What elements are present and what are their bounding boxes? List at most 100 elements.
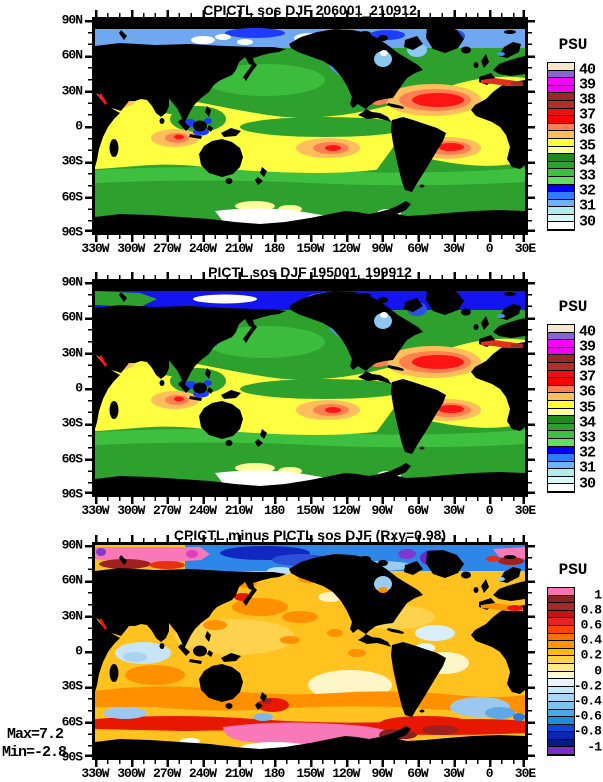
colorbar-tick-label: 36 bbox=[578, 121, 596, 139]
colorbar-box bbox=[548, 100, 574, 109]
x-tick-label: 30E bbox=[514, 503, 536, 518]
colorbar-box bbox=[548, 747, 574, 756]
colorbar-tick-label: 34 bbox=[578, 414, 596, 432]
x-tick-label: 0 bbox=[485, 241, 494, 256]
colorbar-box bbox=[548, 625, 574, 634]
colorbar-box bbox=[548, 633, 574, 642]
colorbar-box bbox=[548, 161, 574, 170]
colorbar-tick-label: 33 bbox=[578, 429, 596, 447]
x-axis-ticks-bottom-minor bbox=[95, 497, 525, 501]
x-tick-label: 210W bbox=[224, 241, 253, 256]
y-tick-label: 60N bbox=[61, 572, 83, 588]
colorbar-box bbox=[548, 154, 574, 162]
colorbar-box bbox=[548, 431, 574, 439]
x-tick-label: 60W bbox=[407, 241, 428, 256]
x-tick-label: 300W bbox=[117, 241, 145, 256]
colorbar-box bbox=[548, 325, 574, 333]
colorbar-box bbox=[548, 469, 574, 477]
x-tick-label: 30W bbox=[443, 241, 464, 256]
colorbar-box bbox=[548, 709, 574, 718]
y-axis-labels: 90N 60N 30N 0 30S 60S 90S bbox=[38, 13, 83, 240]
x-tick-label: 240W bbox=[188, 503, 217, 518]
colorbar-box bbox=[548, 476, 574, 485]
x-axis-labels: 330W 300W 270W 240W 210W 180 150W 120W 90W 60W 30W… bbox=[81, 241, 536, 256]
colorbar-box bbox=[548, 70, 574, 79]
map-frame bbox=[92, 17, 528, 235]
x-axis-ticks-bottom-minor bbox=[95, 235, 525, 239]
map-cpictl bbox=[95, 20, 525, 232]
colorbar-tick-label: 40 bbox=[578, 323, 596, 341]
colorbar-box bbox=[548, 588, 574, 596]
colorbar-box bbox=[548, 595, 574, 604]
colorbar-tick-label: 0 bbox=[594, 663, 602, 679]
x-tick-label: 330W bbox=[81, 503, 109, 518]
y-tick-label: 90N bbox=[61, 537, 83, 553]
colorbar bbox=[547, 324, 575, 494]
y-tick-label: 0 bbox=[75, 380, 83, 396]
colorbar-box bbox=[548, 648, 574, 657]
colorbar-box bbox=[548, 686, 574, 695]
y-axis-ticks-right-minor bbox=[528, 282, 532, 494]
colorbar bbox=[547, 587, 575, 757]
colorbar-box bbox=[548, 192, 574, 200]
stat-max: Max=7.2 bbox=[7, 726, 64, 743]
x-tick-label: 210W bbox=[224, 766, 253, 781]
y-tick-label: 30S bbox=[61, 153, 83, 169]
x-tick-label: 210W bbox=[224, 503, 253, 518]
colorbar-box bbox=[548, 438, 574, 447]
x-axis-ticks-top-minor bbox=[95, 13, 525, 17]
x-tick-label: 120W bbox=[332, 241, 360, 256]
colorbar-box bbox=[548, 656, 574, 664]
colorbar-box bbox=[548, 169, 574, 177]
colorbar-box bbox=[548, 108, 574, 117]
colorbar-tick-label: 33 bbox=[578, 167, 596, 185]
y-tick-label: 90S bbox=[61, 486, 83, 502]
colorbar-tick-label: -0.2 bbox=[573, 678, 602, 694]
y-tick-label: 90N bbox=[61, 274, 83, 290]
colorbar-tick-label: -0.6 bbox=[573, 708, 602, 724]
colorbar-tick-label: 37 bbox=[578, 106, 596, 124]
y-axis-ticks-left-minor bbox=[88, 20, 92, 232]
x-axis-labels: 330W 300W 270W 240W 210W 180 150W 120W 90W 60W 30W… bbox=[81, 503, 536, 518]
colorbar-tick-label: 31 bbox=[578, 197, 596, 215]
y-tick-label: 60N bbox=[61, 309, 83, 325]
map-pictl bbox=[95, 282, 525, 494]
x-tick-label: 90W bbox=[371, 503, 392, 518]
colorbar-box bbox=[548, 63, 574, 71]
y-axis-ticks-right-minor bbox=[528, 20, 532, 232]
y-tick-label: 60S bbox=[61, 451, 83, 467]
colorbar-box bbox=[548, 416, 574, 424]
colorbar-box bbox=[548, 732, 574, 740]
colorbar bbox=[547, 62, 575, 232]
colorbar-tick-label: 0.2 bbox=[580, 647, 602, 663]
x-tick-label: 60W bbox=[407, 766, 428, 781]
colorbar-tick-label: 35 bbox=[578, 399, 596, 417]
x-tick-label: 180 bbox=[263, 766, 285, 781]
colorbar-tick-label: 32 bbox=[578, 182, 596, 200]
y-tick-label: 60N bbox=[61, 47, 83, 63]
colorbar-box bbox=[548, 340, 574, 348]
colorbar-tick-label: 32 bbox=[578, 444, 596, 462]
colorbar-box bbox=[548, 116, 574, 124]
panel-pictl: PICTL sos DJF 195001_199912 bbox=[0, 262, 603, 524]
y-tick-label: 30S bbox=[61, 415, 83, 431]
colorbar-box bbox=[548, 663, 574, 672]
colorbar-box bbox=[548, 355, 574, 363]
x-tick-label: 30W bbox=[443, 503, 464, 518]
colorbar-tick-label: 30 bbox=[578, 475, 596, 493]
colorbar-box bbox=[548, 184, 574, 193]
colorbar-box bbox=[548, 717, 574, 725]
x-tick-label: 300W bbox=[117, 503, 145, 518]
x-tick-label: 150W bbox=[296, 766, 324, 781]
colorbar-box bbox=[548, 347, 574, 356]
x-tick-label: 330W bbox=[81, 241, 109, 256]
colorbar-box bbox=[548, 199, 574, 208]
y-axis-ticks-left-minor bbox=[88, 282, 92, 494]
colorbar-tick-label: 40 bbox=[578, 61, 596, 79]
colorbar-tick-label: 34 bbox=[578, 152, 596, 170]
map-diff bbox=[95, 545, 525, 757]
colorbar-tick-label: 31 bbox=[578, 459, 596, 477]
colorbar-box bbox=[548, 454, 574, 462]
colorbar-title: PSU bbox=[558, 561, 588, 579]
colorbar-box bbox=[548, 679, 574, 687]
